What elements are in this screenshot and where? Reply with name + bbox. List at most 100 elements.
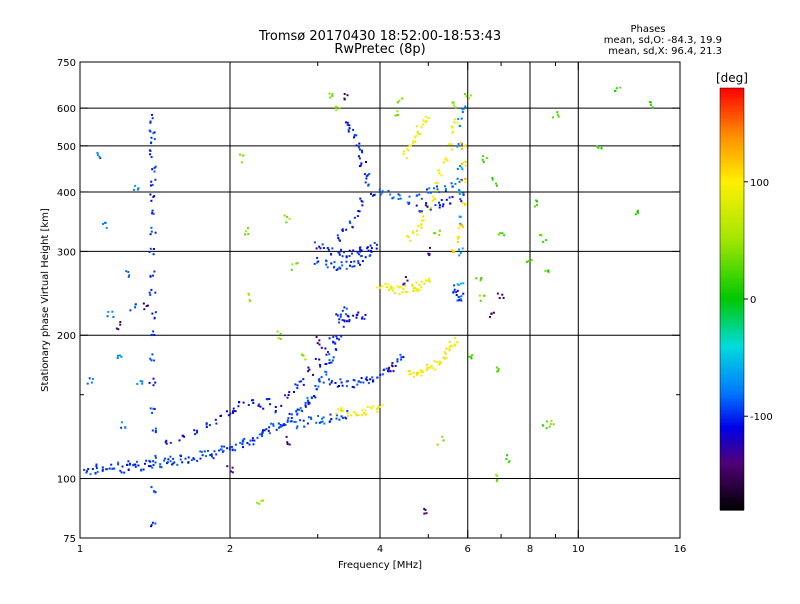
data-point [330,262,333,265]
data-point [172,462,175,465]
data-point [440,361,443,364]
data-point [436,185,438,188]
data-point [355,414,358,417]
data-point [307,416,310,419]
data-point [154,429,157,432]
colorbar-segment [720,359,744,363]
data-point [112,316,115,318]
data-point [411,283,414,286]
data-point [110,463,113,466]
data-point [463,204,466,207]
data-point [456,299,459,302]
data-point [346,410,349,413]
data-point [353,265,356,268]
data-point [349,222,352,225]
data-point [297,408,300,411]
colorbar-tick-label: 100 [750,178,769,189]
colorbar-segment [720,392,744,397]
data-point [265,398,268,401]
data-point [315,336,318,338]
data-point [150,486,153,489]
data-point [324,347,327,350]
data-point [464,164,467,167]
data-point [438,360,441,363]
data-point [357,262,360,265]
data-point [152,248,155,250]
data-point [350,261,353,263]
data-point [148,250,151,253]
data-point [310,397,313,400]
data-point [462,193,465,196]
colorbar-segment [720,226,744,231]
data-point [149,293,152,296]
data-point [426,205,429,208]
colorbar-segment [720,115,744,119]
colorbar-segment [720,172,744,177]
data-point [438,206,441,209]
data-point [151,466,154,469]
colorbar-segment [720,314,744,318]
data-point [416,233,419,236]
colorbar-segment [720,124,744,128]
data-point [451,131,454,134]
chart-title: Tromsø 20170430 18:52:00-18:53:43 [258,29,501,44]
data-point [89,473,92,476]
data-point [387,189,390,192]
data-point [231,445,233,448]
data-point [127,275,130,278]
data-point [418,288,421,291]
data-point [358,253,361,256]
data-point [222,449,225,452]
colorbar-segment [720,196,744,201]
data-point [223,445,226,448]
data-point [434,204,437,207]
data-point [441,435,444,438]
data-point [371,194,374,197]
data-point [549,423,552,425]
data-point [357,210,360,212]
data-point [464,105,467,108]
data-point [257,404,260,407]
colorbar-segment [720,271,744,276]
data-point [86,470,88,473]
data-point [353,260,356,263]
data-point [460,295,463,298]
data-point [286,419,289,422]
data-point [445,356,448,359]
data-point [444,353,447,355]
data-point [150,230,153,233]
data-point [470,357,473,360]
data-point [446,159,449,162]
data-point [338,107,341,110]
data-point [468,355,471,358]
data-point [262,407,265,410]
data-point [353,386,356,389]
data-point [415,125,418,128]
data-point [452,291,455,294]
data-point [340,248,342,251]
data-point [192,457,195,460]
data-point [437,169,440,172]
data-point [596,145,599,148]
data-point [387,368,390,371]
data-point [452,249,455,252]
data-point [295,410,298,413]
data-point [125,270,128,273]
colorbar-segment [720,220,744,225]
colorbar-segment [720,208,744,213]
data-point [401,291,404,294]
data-point [440,199,443,201]
data-point [96,470,99,473]
data-point [154,522,157,525]
colorbar-segment [720,106,744,110]
data-point [328,359,331,362]
data-point [441,205,444,208]
data-point [557,115,560,118]
colorbar-segment [720,190,744,195]
data-point [153,408,156,411]
data-point [320,346,323,349]
data-point [153,138,156,141]
data-point [345,260,348,263]
data-point [417,371,420,374]
data-point [331,247,334,250]
